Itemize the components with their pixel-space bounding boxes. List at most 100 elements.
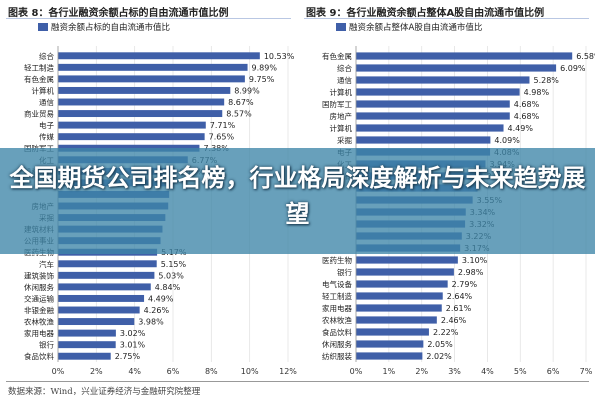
category-label: 电子 [39, 120, 54, 130]
legend-swatch [38, 23, 48, 31]
x-tick-label: 10% [241, 367, 259, 376]
data-label: 5.03% [158, 271, 184, 280]
category-label: 传媒 [39, 132, 54, 142]
bar [58, 75, 245, 82]
bar [58, 330, 116, 337]
category-label: 纺织服装 [322, 351, 352, 361]
category-label: 家用电器 [322, 303, 352, 313]
bar [356, 292, 443, 299]
bar [356, 280, 448, 287]
bar [58, 64, 248, 71]
category-label: 轻工制造 [24, 62, 54, 72]
x-tick-label: 1% [383, 367, 396, 376]
bar [58, 283, 151, 290]
category-label: 建筑装饰 [24, 270, 54, 280]
category-label: 非银金融 [24, 305, 54, 315]
bar [356, 100, 510, 107]
category-label: 食品饮料 [322, 327, 352, 337]
category-label: 轻工制造 [322, 291, 352, 301]
category-label: 计算机 [330, 87, 353, 97]
data-label: 2.79% [452, 280, 478, 289]
category-label: 汽车 [39, 259, 54, 269]
category-label: 国防军工 [322, 99, 352, 109]
data-label: 2.46% [441, 316, 467, 325]
data-label: 2.75% [115, 352, 141, 361]
category-label: 银行 [39, 340, 54, 350]
data-label: 5.28% [533, 76, 559, 85]
x-tick-label: 8% [205, 367, 218, 376]
data-label: 8.67% [228, 98, 254, 107]
data-label: 4.09% [494, 136, 520, 145]
category-label: 电气设备 [322, 279, 352, 289]
bar [58, 307, 140, 314]
bar [58, 52, 260, 59]
category-label: 计算机 [32, 85, 55, 95]
bar [58, 272, 154, 279]
bar [58, 260, 157, 267]
category-label: 综合 [337, 63, 352, 73]
x-tick-label: 0% [52, 367, 65, 376]
x-tick-label: 6% [167, 367, 180, 376]
bar [356, 328, 429, 335]
x-tick-label: 4% [128, 367, 141, 376]
x-tick-label: 2% [415, 367, 428, 376]
bar [58, 318, 134, 325]
bar [356, 256, 458, 263]
data-label: 2.22% [433, 328, 459, 337]
legend-swatch [336, 23, 346, 31]
x-tick-label: 6% [547, 367, 560, 376]
category-label: 通信 [337, 75, 352, 85]
data-label: 9.75% [249, 75, 275, 84]
bar [356, 76, 529, 83]
bar [356, 340, 423, 347]
bar [356, 304, 442, 311]
category-label: 银行 [337, 267, 352, 277]
data-label: 4.84% [155, 283, 181, 292]
data-label: 4.68% [514, 112, 540, 121]
bar [58, 353, 111, 360]
category-label: 农林牧渔 [322, 315, 352, 325]
bar [58, 110, 222, 117]
chart-title-right: 图表 9：各行业融资余额占整体A股自由流通市值比例 [306, 4, 544, 19]
bar [356, 88, 520, 95]
category-label: 房地产 [330, 111, 353, 121]
chart-title-left: 图表 8：各行业融资余额占标的自由流通市值比例 [8, 4, 228, 19]
category-label: 交通运输 [24, 293, 54, 303]
data-label: 5.15% [161, 260, 187, 269]
data-label: 4.68% [514, 100, 540, 109]
x-tick-label: 3% [448, 367, 461, 376]
data-label: 4.49% [148, 294, 174, 303]
x-tick-label: 5% [514, 367, 527, 376]
legend-label: 融资余额占整体A股自由流通市值比 [349, 22, 482, 33]
category-label: 综合 [39, 51, 54, 61]
data-label: 2.61% [446, 304, 472, 313]
x-tick-label: 4% [481, 367, 494, 376]
data-label: 10.53% [264, 52, 295, 61]
source-rule [6, 381, 589, 382]
title-rule-left [6, 18, 291, 19]
bar [356, 352, 422, 359]
data-label: 6.09% [560, 64, 586, 73]
data-label: 4.26% [144, 306, 170, 315]
bar [58, 99, 224, 106]
data-label: 2.05% [427, 340, 453, 349]
data-label: 2.02% [426, 352, 452, 361]
data-label: 4.98% [524, 88, 550, 97]
data-label: 7.71% [210, 121, 236, 130]
category-label: 采掘 [337, 135, 352, 145]
data-label: 6.58% [576, 52, 595, 61]
bar [356, 112, 510, 119]
bar [58, 341, 116, 348]
bar [58, 133, 205, 140]
headline-text: 全国期货公司排名榜，行业格局深度解析与未来趋势展望 [0, 160, 595, 232]
x-tick-label: 0% [350, 367, 363, 376]
data-label: 3.98% [138, 318, 164, 327]
category-label: 家用电器 [24, 328, 54, 338]
bar [58, 295, 144, 302]
category-label: 通信 [39, 97, 54, 107]
data-label: 2.98% [458, 268, 484, 277]
bar [58, 87, 230, 94]
bar [356, 124, 504, 131]
bar [58, 122, 206, 129]
data-label: 8.57% [226, 110, 252, 119]
